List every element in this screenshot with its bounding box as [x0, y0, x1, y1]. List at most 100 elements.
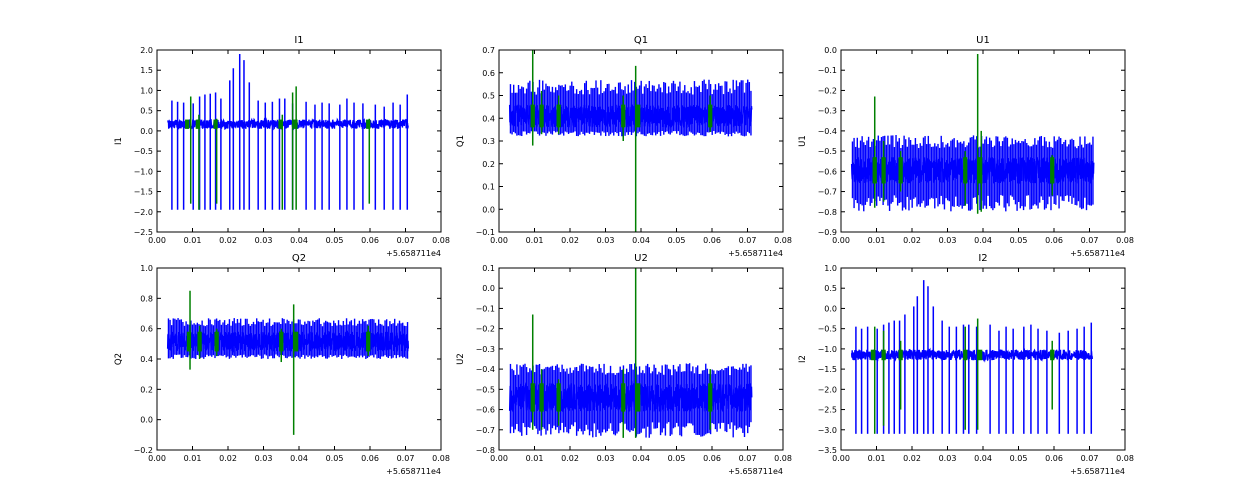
y-tick-label: 0.6: [140, 325, 153, 334]
y-tick-label: 0.5: [482, 92, 495, 101]
y-tick-label: 0.0: [140, 416, 153, 425]
y-tick-label: −0.7: [818, 188, 837, 197]
y-tick-label: −1.0: [134, 167, 153, 176]
x-tick-label: 0.08: [432, 454, 450, 463]
y-tick-label: 0.0: [482, 284, 495, 293]
series-blue: [166, 318, 410, 359]
plot-area: [508, 268, 753, 438]
y-tick-label: −3.5: [818, 446, 837, 455]
y-tick-label: −0.5: [134, 147, 153, 156]
x-tick-label: 0.07: [397, 236, 415, 245]
x-tick-label: 0.06: [361, 236, 379, 245]
subplot-U2: 0.00 0.01 0.02 0.03 0.04 0.05 0.06 0.07 0.08 −0.8…: [456, 253, 792, 476]
y-tick-label: 0.0: [824, 304, 837, 313]
x-tick-label: 0.03: [255, 236, 273, 245]
x-tick-label: 0.00: [148, 454, 166, 463]
y-tick-label: 1.5: [140, 66, 153, 75]
series-blue: [508, 79, 753, 137]
axes-frame: [498, 49, 784, 233]
x-tick-label: 0.02: [903, 236, 921, 245]
y-tick-label: 0.2: [140, 385, 153, 394]
y-tick-label: −0.5: [476, 385, 495, 394]
x-tick-label: 0.06: [361, 454, 379, 463]
burst: [213, 119, 218, 129]
y-tick-label: −0.1: [476, 304, 495, 313]
y-axis-label: U1: [798, 135, 808, 147]
x-tick-label: 0.04: [632, 454, 650, 463]
y-axis-label: Q1: [456, 135, 466, 147]
burst: [186, 331, 192, 352]
x-offset-label: +5.658711e4: [1070, 249, 1125, 258]
y-tick-label: −0.8: [476, 446, 495, 455]
subplot-Q1: 0.00 0.01 0.02 0.03 0.04 0.05 0.06 0.07 0.08 −0.1…: [456, 35, 792, 258]
y-tick-label: −0.3: [818, 107, 837, 116]
x-tick-label: 0.01: [526, 454, 544, 463]
x-offset-label: +5.658711e4: [728, 467, 783, 476]
x-tick-label: 0.02: [903, 454, 921, 463]
chart-title: Q1: [634, 35, 648, 46]
y-tick-label: −0.1: [476, 228, 495, 237]
x-tick-label: 0.01: [868, 236, 886, 245]
y-tick-label: −0.4: [476, 365, 495, 374]
y-tick-label: 0.0: [140, 127, 153, 136]
x-tick-label: 0.07: [739, 236, 757, 245]
burst: [294, 331, 299, 352]
y-tick-label: −1.0: [818, 345, 837, 354]
burst: [978, 157, 983, 184]
x-tick-label: 0.04: [974, 236, 992, 245]
x-tick-label: 0.07: [397, 454, 415, 463]
x-tick-label: 0.00: [832, 454, 850, 463]
y-axis-label: Q2: [114, 353, 124, 365]
x-tick-label: 0.03: [597, 236, 615, 245]
burst: [636, 383, 641, 412]
x-tick-label: 0.08: [774, 236, 792, 245]
y-tick-label: −0.5: [818, 147, 837, 156]
y-tick-label: 0.8: [140, 294, 153, 303]
x-tick-label: 0.00: [148, 236, 166, 245]
burst: [366, 119, 371, 129]
x-tick-label: 0.04: [974, 454, 992, 463]
y-tick-label: −2.5: [818, 406, 837, 415]
x-tick-label: 0.00: [832, 236, 850, 245]
y-tick-label: 1.0: [140, 264, 153, 273]
x-tick-label: 0.08: [1116, 454, 1134, 463]
x-tick-label: 0.01: [526, 236, 544, 245]
series-green: [872, 54, 1055, 214]
x-tick-label: 0.08: [432, 236, 450, 245]
series-line: [167, 117, 409, 131]
plot-area: [508, 50, 753, 232]
y-tick-label: −0.6: [818, 167, 837, 176]
x-tick-label: 0.02: [561, 454, 579, 463]
y-tick-label: −0.6: [476, 406, 495, 415]
x-tick-label: 0.02: [219, 454, 237, 463]
subplot-Q2: 0.00 0.01 0.02 0.03 0.04 0.05 0.06 0.07 0.08 −0.2…: [114, 253, 450, 476]
plot-area: [167, 54, 409, 210]
x-tick-label: 0.04: [632, 236, 650, 245]
x-tick-label: 0.06: [703, 236, 721, 245]
y-tick-label: −0.4: [818, 127, 837, 136]
y-tick-label: −2.0: [134, 208, 153, 217]
series-green: [530, 50, 713, 232]
series-blue: [850, 280, 1094, 434]
plot-area: [850, 54, 1095, 214]
y-tick-label: −0.7: [476, 426, 495, 435]
x-tick-label: 0.00: [490, 454, 508, 463]
plot-area: [166, 290, 410, 435]
y-tick-label: 0.6: [482, 69, 495, 78]
x-tick-label: 0.05: [326, 454, 344, 463]
y-tick-label: 0.3: [482, 137, 495, 146]
y-tick-label: 0.7: [482, 46, 495, 55]
burst: [870, 349, 876, 361]
series-blue: [850, 135, 1095, 212]
y-tick-label: 0.4: [482, 114, 495, 123]
x-tick-label: 0.04: [290, 236, 308, 245]
subplot-I2: 0.00 0.01 0.02 0.03 0.04 0.05 0.06 0.07 0.08 −3.5…: [798, 253, 1134, 476]
chart-title: I2: [978, 253, 987, 264]
x-tick-label: 0.02: [219, 236, 237, 245]
x-offset-label: +5.658711e4: [728, 249, 783, 258]
x-tick-label: 0.05: [326, 236, 344, 245]
burst: [636, 104, 641, 128]
x-tick-label: 0.05: [668, 454, 686, 463]
y-tick-label: −0.5: [818, 325, 837, 334]
